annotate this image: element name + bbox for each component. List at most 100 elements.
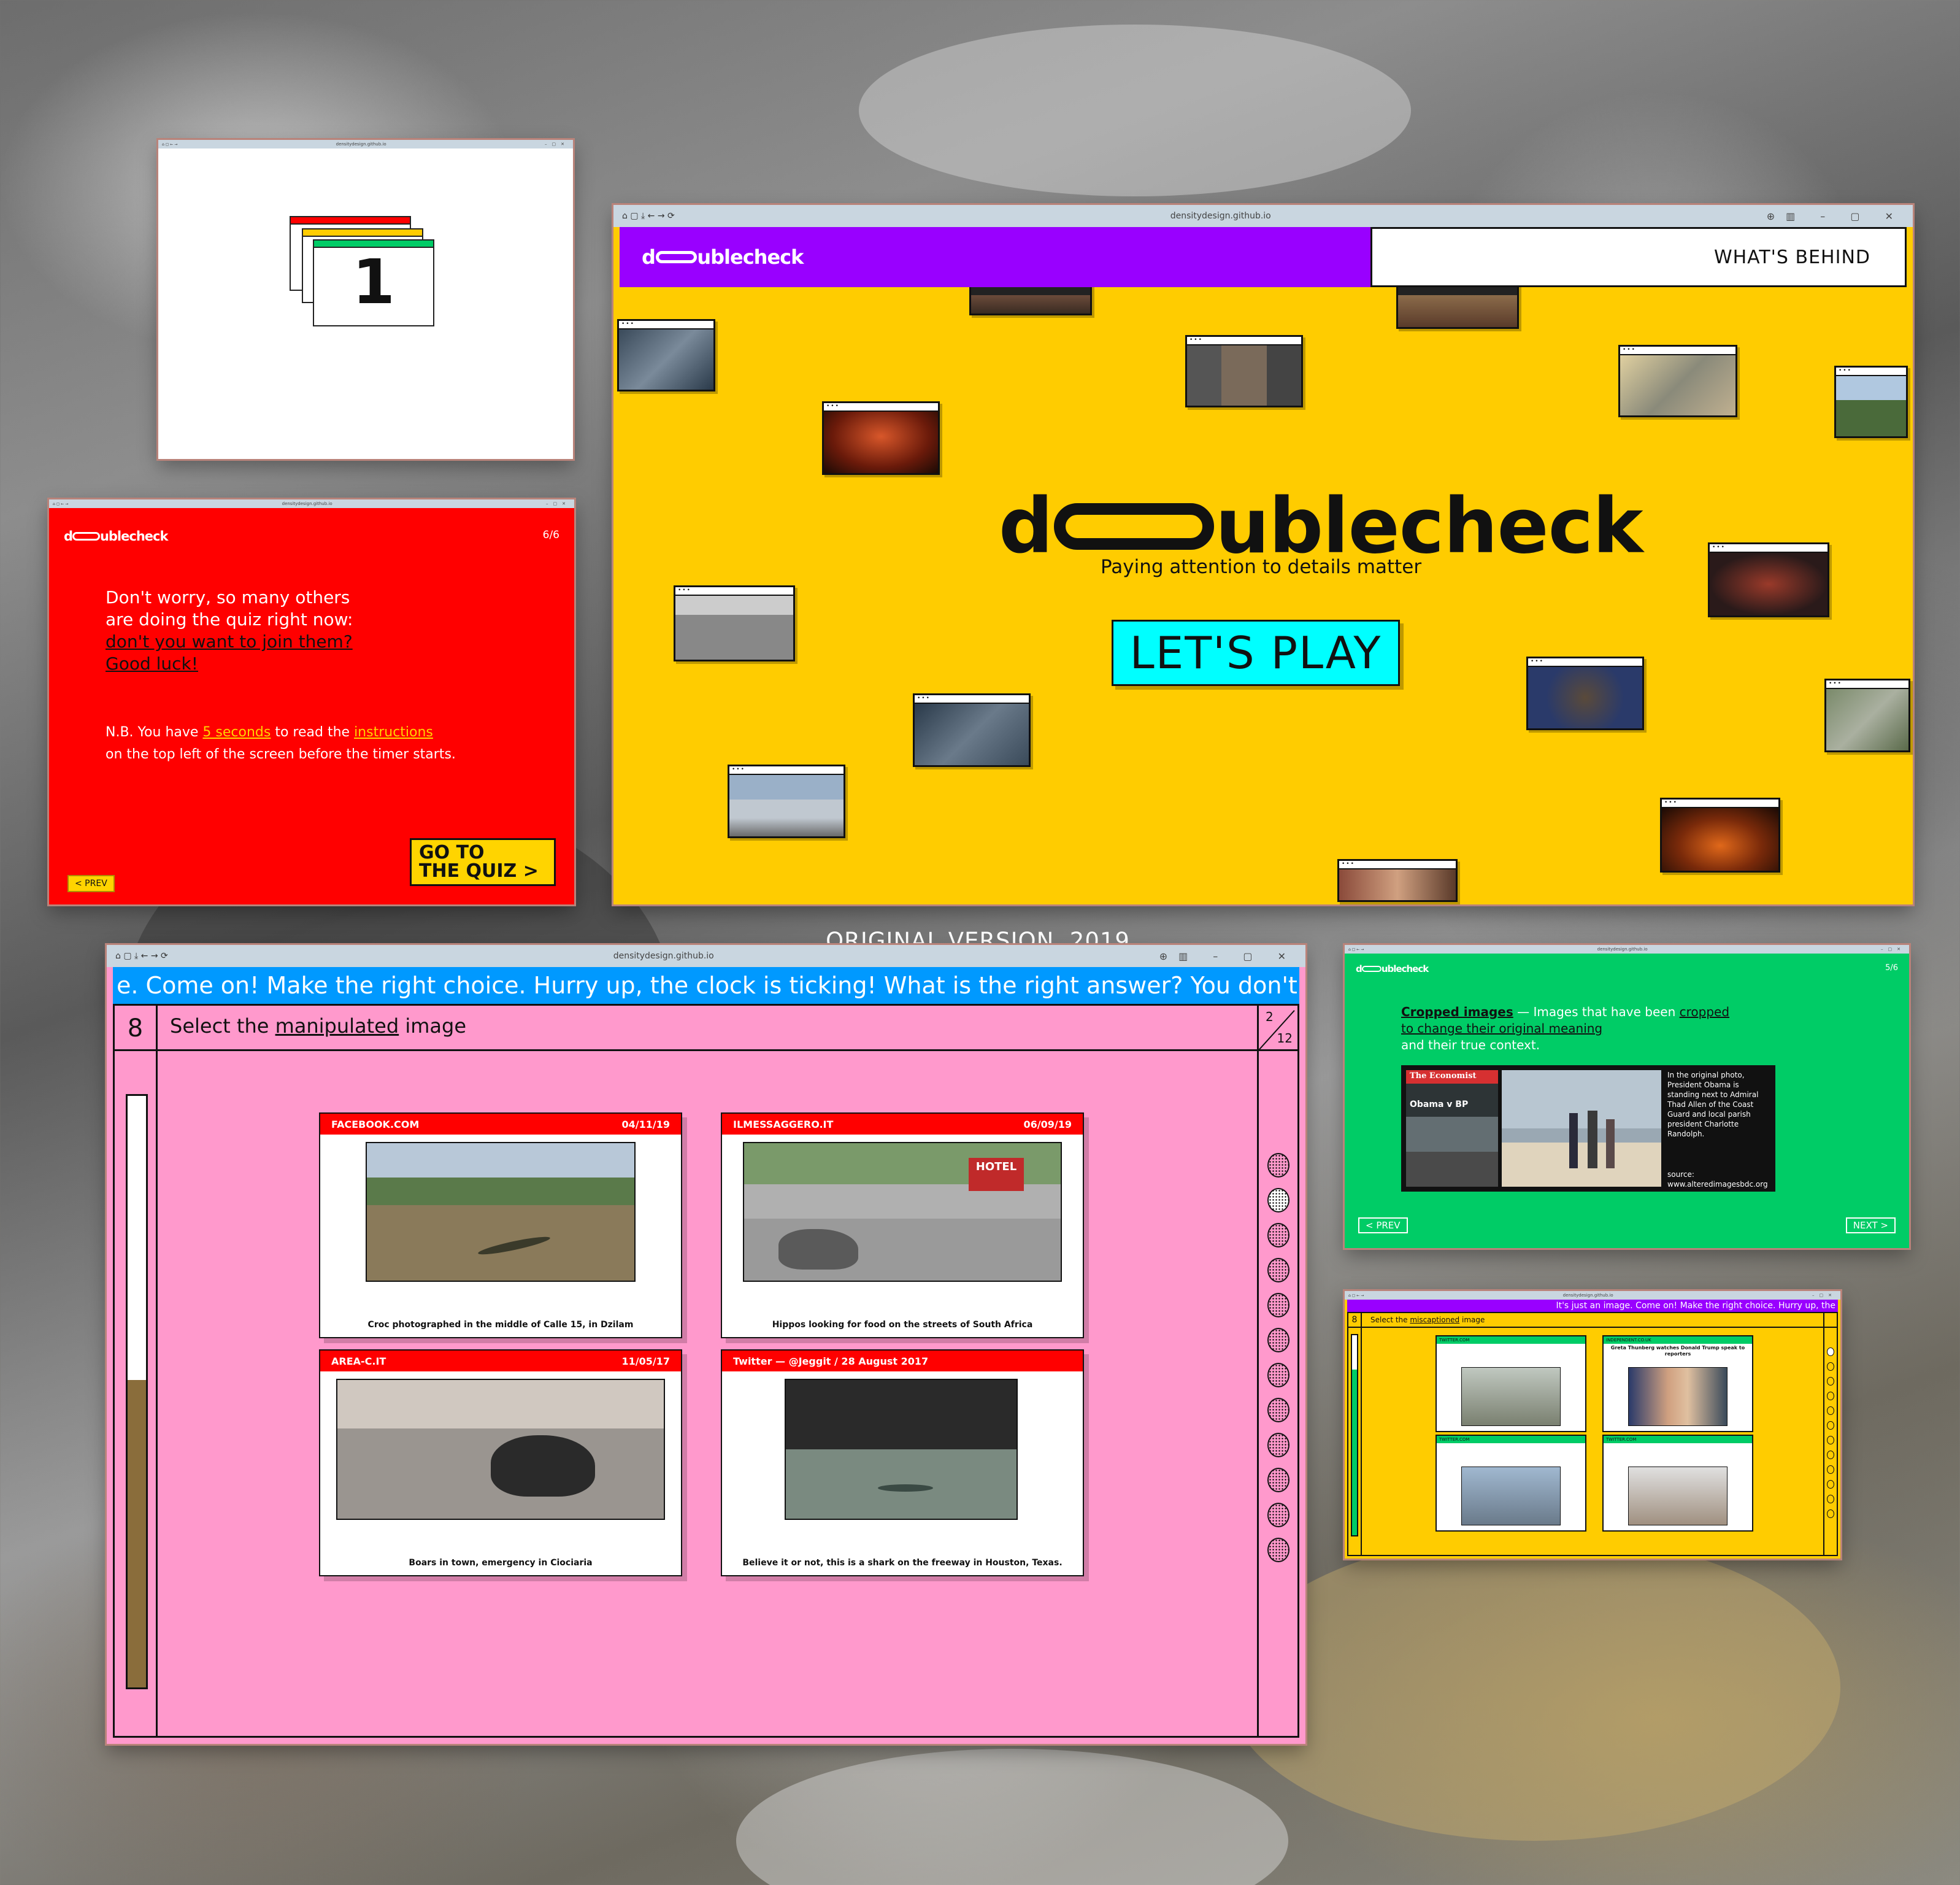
timer-bar — [126, 1094, 148, 1689]
prev-button[interactable]: < PREV — [67, 875, 115, 892]
nav-icons[interactable]: ⌂ ▢ ← → — [1348, 947, 1364, 952]
url-bar[interactable]: densitydesign.github.io — [336, 142, 386, 147]
progress-dot — [1267, 1468, 1289, 1492]
thumbnail-image[interactable]: ••• — [674, 585, 795, 661]
card-source: TWITTER.COM — [1437, 1336, 1585, 1344]
window-controls[interactable]: –▢✕ — [1881, 947, 1905, 952]
magazine-headline: Obama v BP — [1410, 1100, 1469, 1109]
logo[interactable]: dublecheckdoublecheck — [1356, 963, 1429, 974]
instructions-link[interactable]: instructions — [354, 725, 433, 740]
explanation-link[interactable]: cropped — [1679, 1004, 1730, 1019]
thumbnail-image[interactable]: ••• — [1660, 798, 1780, 873]
question-part: image — [1459, 1316, 1485, 1324]
window-controls[interactable]: ⊕▥ – ▢ ✕ — [1766, 210, 1904, 222]
page-total: 12 — [1277, 1031, 1293, 1046]
explanation-link[interactable]: to change their original meaning — [1401, 1021, 1603, 1036]
thumbnail-image[interactable]: ••• — [1708, 542, 1829, 617]
card-caption: Boars in town, emergency in Ciociaria — [409, 1558, 593, 1568]
thumbnail-image[interactable]: ••• — [617, 319, 715, 391]
window-controls[interactable]: –▢✕ — [545, 142, 569, 147]
background-swirl — [1227, 1534, 1840, 1841]
nav-icons[interactable]: ⌂ ▢ ← → — [53, 501, 69, 506]
quiz-window: ⌂ ▢ ⤓ ← → ⟳ densitydesign.github.io ⊕▥ –… — [107, 945, 1305, 1744]
url-bar[interactable]: densitydesign.github.io — [282, 501, 332, 506]
marquee-banner: It's just an image. Come on! Make the ri… — [1347, 1300, 1838, 1312]
logo[interactable]: dublecheckdoublecheck — [642, 245, 804, 269]
image-card[interactable]: TWITTER.COM — [1602, 1435, 1753, 1532]
thumbnail-image[interactable]: ••• — [1618, 345, 1737, 417]
image-card[interactable]: TWITTER.COM — [1435, 1435, 1586, 1532]
progress-dot — [1267, 1538, 1289, 1562]
browser-toolbar: ⌂ ▢ ← → densitydesign.github.io –▢✕ — [1345, 945, 1909, 954]
progress-dot — [1827, 1436, 1834, 1444]
header-logo-area: dublecheckdoublecheck — [620, 227, 1370, 287]
seconds-highlight: 5 seconds — [202, 725, 271, 740]
thumbnail-image[interactable]: ••• — [822, 401, 940, 475]
card-photo — [1628, 1367, 1727, 1426]
progress-dot — [1267, 1433, 1289, 1457]
url-bar[interactable]: densitydesign.github.io — [1562, 1293, 1613, 1298]
progress-dot — [1267, 1293, 1289, 1317]
message-line: Don't worry, so many others — [106, 587, 350, 607]
nav-icons[interactable]: ⌂ ▢ ⤓ ← → ⟳ — [115, 951, 168, 961]
thumbnail-image[interactable]: ••• — [1337, 859, 1458, 902]
url-bar[interactable]: densitydesign.github.io — [1597, 947, 1648, 952]
page-counter: 6/6 — [542, 529, 559, 541]
thumbnail-image[interactable]: ••• — [728, 765, 845, 838]
card-source: TWITTER.COM — [1437, 1436, 1585, 1443]
thumbnail-image[interactable]: ••• — [913, 693, 1031, 767]
timer-number: 8 — [115, 1006, 158, 1051]
go-to-quiz-button[interactable]: GO TO THE QUIZ > — [410, 838, 556, 886]
timer-bar-fill — [1352, 1370, 1357, 1535]
next-button[interactable]: NEXT > — [1845, 1217, 1896, 1233]
person-shape — [1606, 1119, 1615, 1168]
timer-bar-fill — [128, 1379, 146, 1687]
instructions-window: ⌂ ▢ ← → densitydesign.github.io –▢✕ doub… — [49, 499, 574, 904]
card-date: 11/05/17 — [621, 1355, 670, 1367]
person-shape — [1588, 1111, 1597, 1168]
progress-dot — [1827, 1480, 1834, 1489]
progress-column — [1823, 1313, 1837, 1555]
lets-play-button[interactable]: LET'S PLAY — [1112, 620, 1400, 686]
prev-button[interactable]: < PREV — [1358, 1217, 1408, 1233]
question-keyword: miscaptioned — [1410, 1316, 1460, 1324]
question-part: Select the — [1370, 1316, 1410, 1324]
whats-behind-link[interactable]: WHAT'S BEHIND — [1370, 227, 1907, 287]
card-photo — [366, 1142, 636, 1282]
nav-icons[interactable]: ⌂ ▢ ⤓ ← → ⟳ — [622, 211, 675, 221]
url-bar[interactable]: densitydesign.github.io — [613, 951, 714, 961]
logo[interactable]: doublecheckdublecheck — [64, 529, 168, 544]
hero-logo: dublecheckdoublecheck — [999, 482, 1643, 571]
thumbnail-image[interactable]: ••• — [1526, 657, 1644, 730]
good-luck-link[interactable]: Good luck! — [106, 653, 198, 674]
card-source: ILMESSAGGERO.IT — [733, 1118, 834, 1130]
nav-icons[interactable]: ⌂ ▢ ← → — [1348, 1293, 1364, 1298]
browser-toolbar: ⌂ ▢ ← → densitydesign.github.io –▢✕ — [158, 140, 573, 148]
progress-dot — [1267, 1258, 1289, 1282]
window-controls[interactable]: ⊕▥ – ▢ ✕ — [1159, 950, 1297, 962]
window-controls[interactable]: –▢✕ — [546, 501, 571, 506]
image-card-croc[interactable]: FACEBOOK.COM 04/11/19 Croc photographed i… — [319, 1112, 682, 1338]
question-text: Select the miscaptioned image — [1348, 1313, 1837, 1328]
nav-icons[interactable]: ⌂ ▢ ← → — [162, 142, 178, 147]
image-card[interactable]: TWITTER.COM — [1435, 1335, 1586, 1432]
join-link[interactable]: don't you want to join them? — [106, 631, 353, 652]
thumbnail-image[interactable] — [1396, 285, 1519, 329]
progress-dot — [1827, 1406, 1834, 1415]
image-card[interactable]: INDEPENDENT.CO.UK Greta Thunberg watches… — [1602, 1335, 1753, 1432]
thumbnail-image[interactable] — [969, 285, 1092, 315]
thumbnail-image[interactable]: ••• — [1185, 335, 1303, 407]
hippo-shape — [778, 1229, 858, 1270]
image-card-hippo[interactable]: ILMESSAGGERO.IT 06/09/19 HOTEL Hippos loo… — [721, 1112, 1084, 1338]
magazine-title: The Economist — [1410, 1071, 1477, 1081]
magazine-cover: The Economist Obama v BP — [1406, 1070, 1498, 1187]
window-controls[interactable]: –▢✕ — [1812, 1293, 1837, 1298]
thumbnail-image[interactable]: ••• — [1824, 679, 1910, 752]
card-caption: Croc photographed in the middle of Calle… — [367, 1320, 634, 1330]
boar-shape — [491, 1435, 595, 1497]
url-bar[interactable]: densitydesign.github.io — [1170, 211, 1271, 221]
background-swirl — [736, 1749, 1288, 1885]
image-card-shark[interactable]: Twitter — @Jeggit / 28 August 2017 Belie… — [721, 1349, 1084, 1576]
thumbnail-image[interactable]: ••• — [1834, 366, 1908, 438]
image-card-boar[interactable]: AREA-C.IT 11/05/17 Boars in town, emergen… — [319, 1349, 682, 1576]
